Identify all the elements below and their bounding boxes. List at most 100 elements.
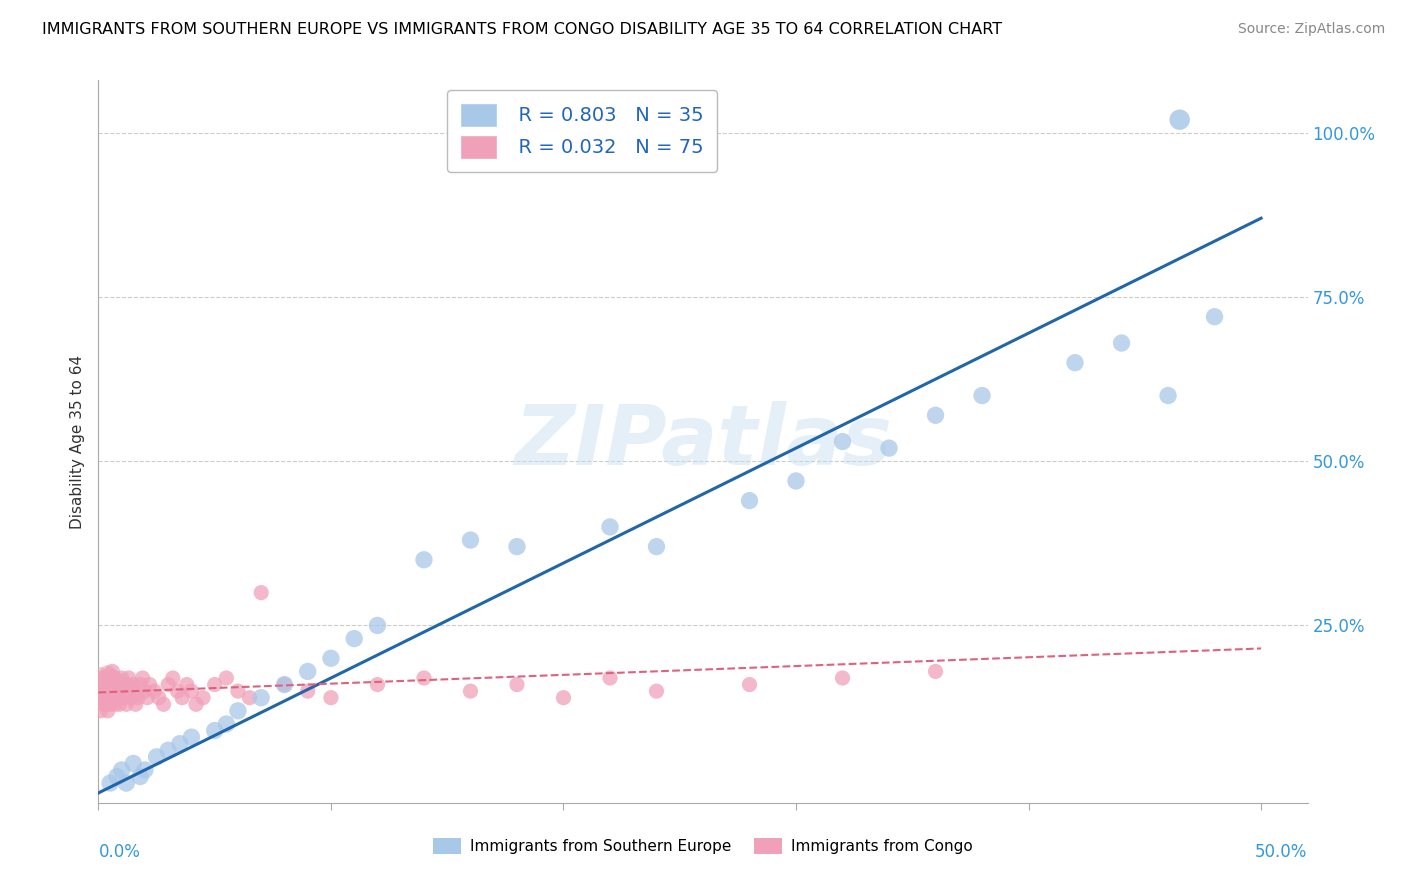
Point (97, 665, 120, 680)
Point (122, 684, 145, 698)
Point (97, 690, 120, 705)
Point (785, 474, 807, 488)
Point (90, 677, 112, 691)
Point (101, 682, 124, 697)
Point (94, 687, 117, 701)
Point (112, 690, 135, 705)
Point (112, 679, 135, 693)
Point (166, 684, 188, 698)
Point (134, 763, 156, 777)
Point (924, 665, 946, 679)
Point (101, 670, 124, 684)
Point (94, 684, 117, 698)
Point (122, 756, 145, 771)
Point (460, 684, 482, 698)
Point (108, 677, 131, 691)
Point (738, 493, 761, 508)
Point (169, 737, 191, 751)
Point (145, 749, 167, 764)
Point (645, 684, 668, 698)
Point (215, 717, 238, 731)
Point (738, 677, 761, 691)
Text: 0.0%: 0.0% (98, 843, 141, 861)
Point (645, 540, 668, 554)
Point (104, 684, 127, 698)
Point (105, 770, 128, 784)
Point (91, 690, 114, 705)
Point (94, 671, 117, 685)
Point (91, 671, 114, 685)
Point (101, 676, 124, 690)
Point (343, 632, 366, 646)
Point (105, 677, 128, 691)
Point (91, 671, 114, 685)
Point (111, 681, 134, 695)
Point (108, 684, 131, 698)
Point (152, 698, 174, 712)
Point (91, 690, 114, 705)
Point (413, 553, 436, 567)
Point (239, 690, 262, 705)
Point (273, 677, 295, 691)
Point (101, 665, 124, 679)
Point (172, 690, 194, 705)
Point (136, 690, 159, 705)
Point (1204, 310, 1226, 324)
Point (297, 665, 319, 679)
Point (226, 704, 249, 718)
Point (97, 704, 120, 718)
Point (90, 704, 112, 718)
Point (124, 698, 146, 712)
Point (366, 677, 388, 691)
Point (90, 681, 112, 695)
Point (97, 682, 120, 697)
Point (138, 677, 160, 691)
Text: 50.0%: 50.0% (1256, 843, 1308, 861)
Point (105, 681, 128, 695)
Point (1064, 356, 1087, 370)
Point (127, 690, 149, 705)
Point (91, 681, 114, 695)
Text: ZIPatlas: ZIPatlas (515, 401, 891, 482)
Point (105, 690, 128, 705)
Legend: Immigrants from Southern Europe, Immigrants from Congo: Immigrants from Southern Europe, Immigra… (427, 832, 979, 860)
Point (90, 690, 112, 705)
Point (97, 679, 120, 693)
Point (366, 618, 388, 632)
Point (506, 540, 529, 554)
Point (157, 743, 180, 757)
Text: Source: ZipAtlas.com: Source: ZipAtlas.com (1237, 22, 1385, 37)
Point (122, 677, 145, 691)
Point (115, 682, 138, 697)
Point (94, 674, 117, 689)
Point (131, 671, 153, 685)
Point (104, 679, 127, 693)
Point (91, 694, 114, 708)
Point (98, 667, 121, 681)
Point (104, 685, 127, 699)
Point (104, 673, 127, 687)
Point (97, 685, 120, 699)
Point (105, 687, 128, 701)
Point (90, 687, 112, 701)
Point (180, 684, 202, 698)
Point (129, 677, 152, 691)
Point (94, 698, 117, 712)
Point (115, 677, 138, 691)
Point (180, 730, 202, 744)
Point (215, 671, 238, 685)
Point (94, 677, 117, 691)
Point (148, 690, 170, 705)
Point (176, 677, 198, 691)
Point (297, 684, 319, 698)
Point (111, 763, 134, 777)
Point (553, 690, 575, 705)
Point (94, 684, 117, 698)
Point (91, 677, 114, 691)
Point (273, 677, 295, 691)
Point (124, 687, 146, 701)
Point (118, 671, 141, 685)
Point (97, 673, 120, 687)
Point (111, 671, 134, 685)
Point (101, 677, 124, 691)
